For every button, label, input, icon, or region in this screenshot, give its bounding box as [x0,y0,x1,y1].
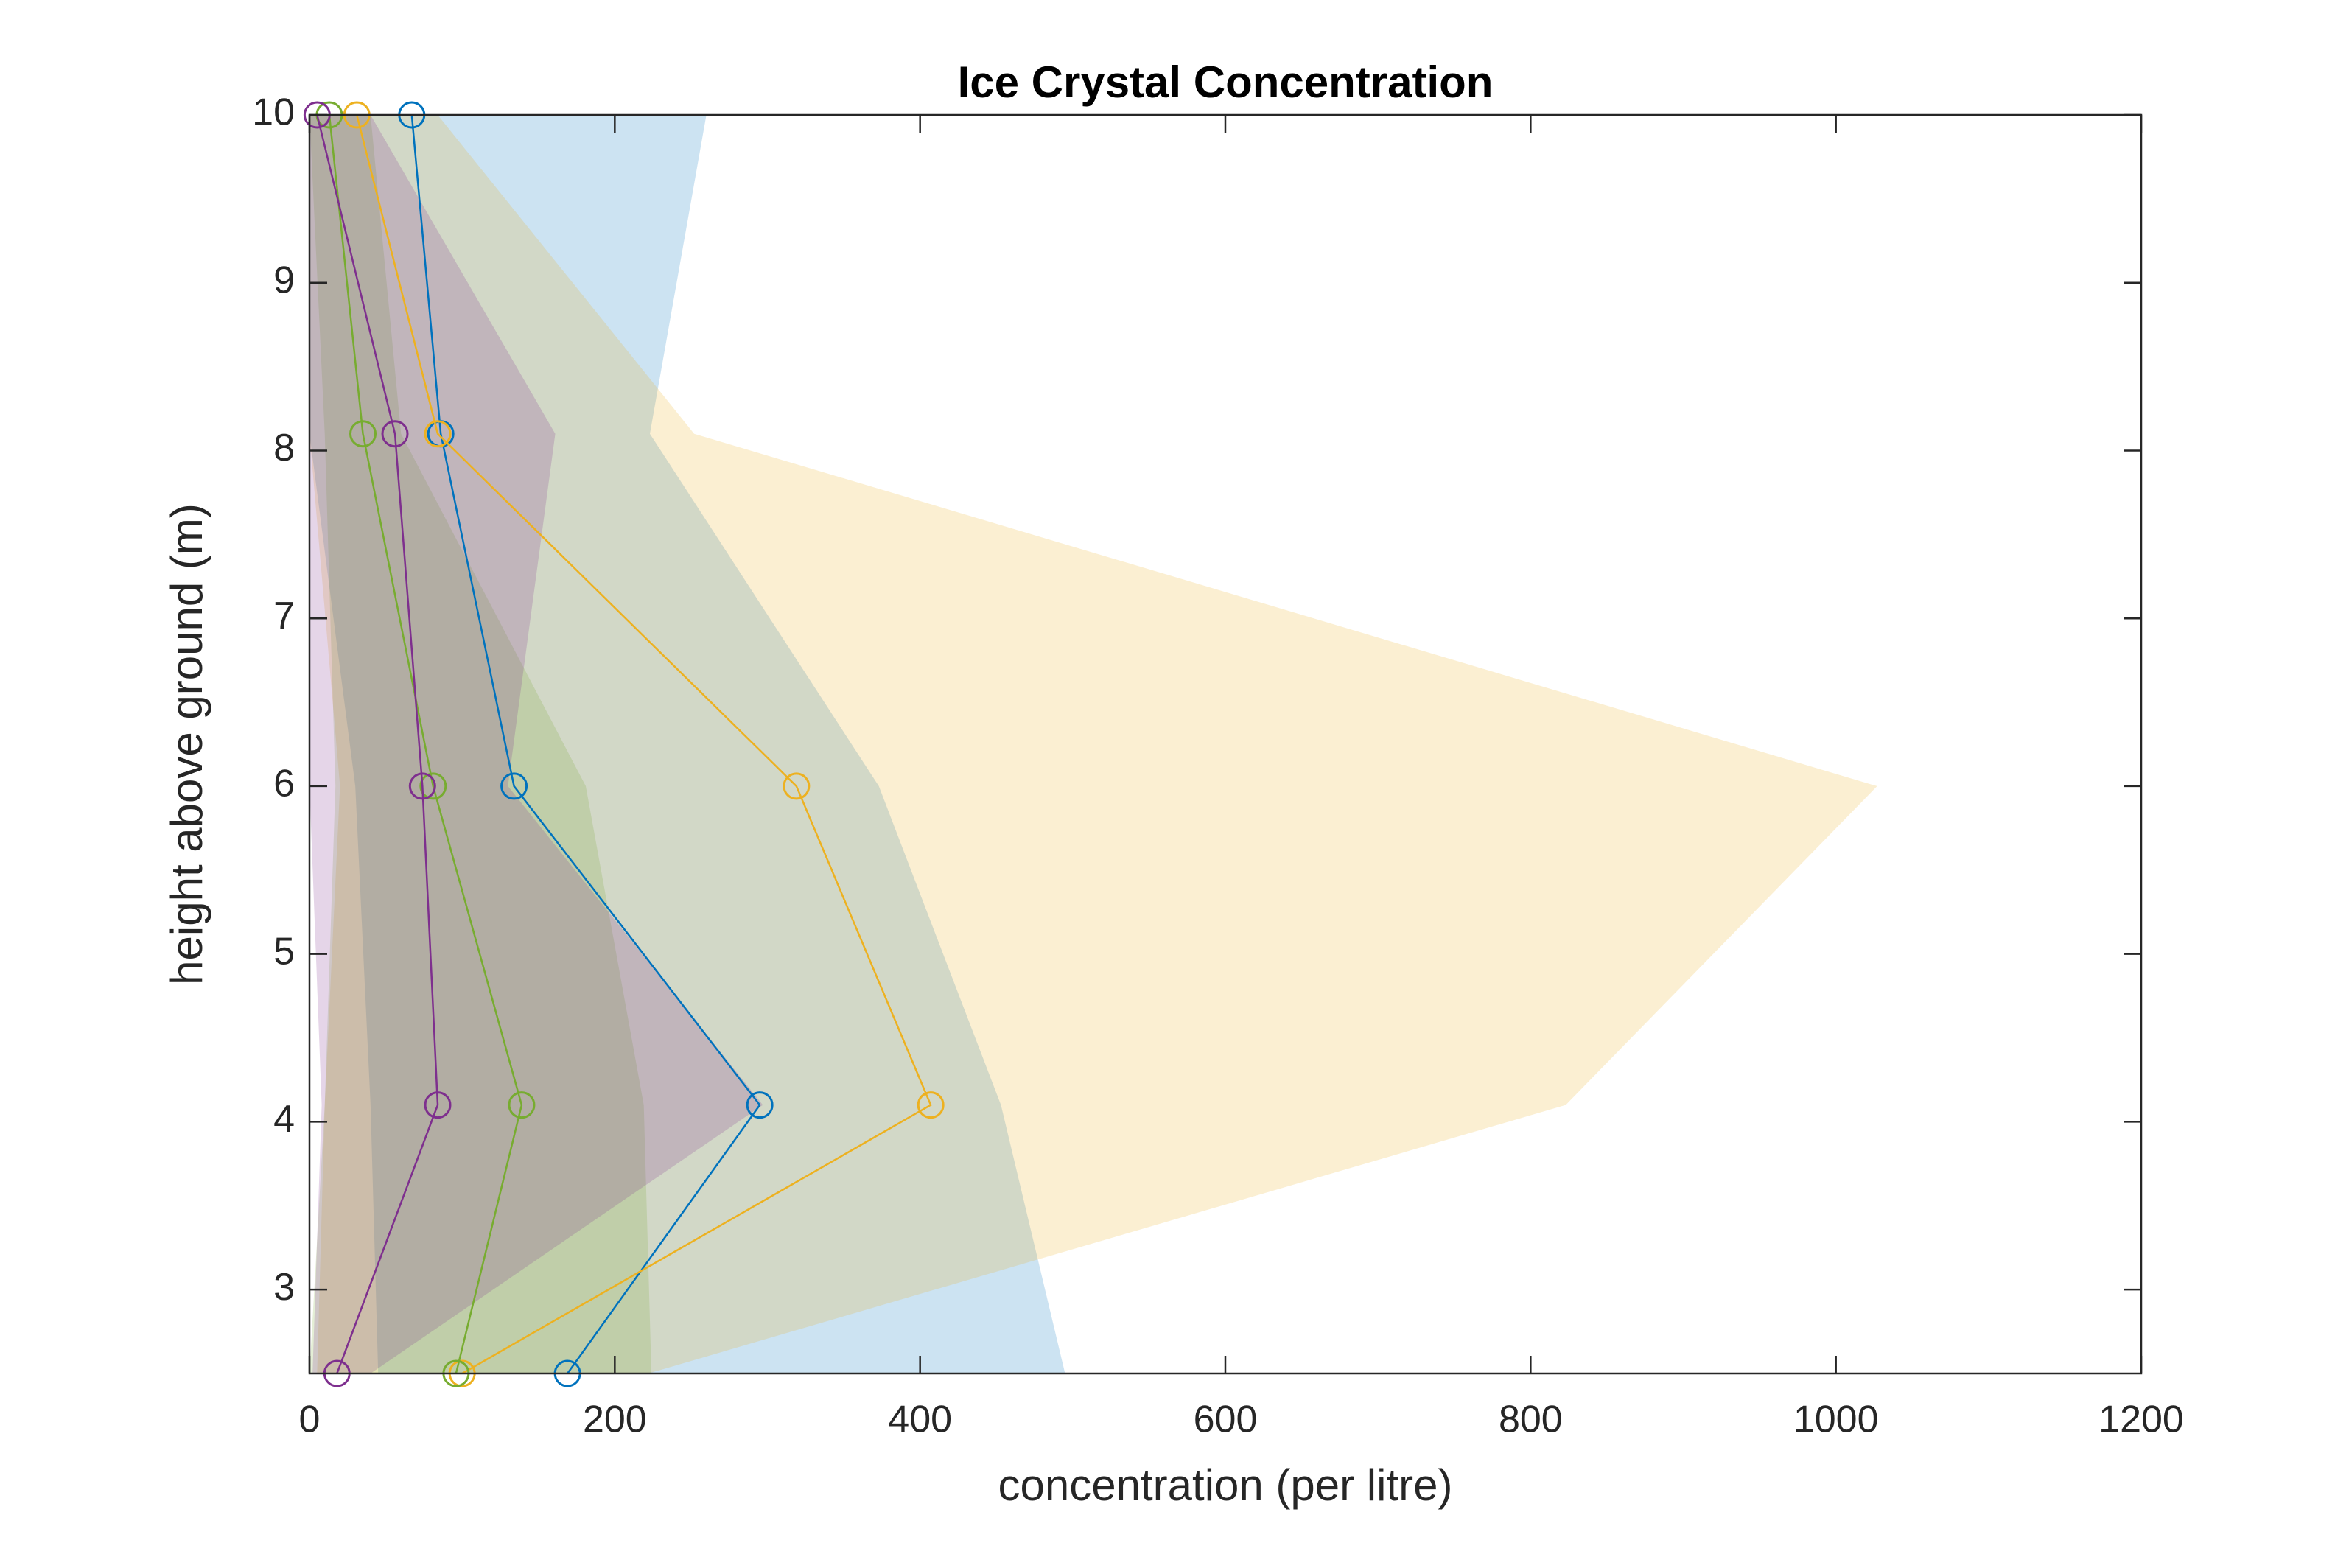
y-tick-label: 3 [273,1266,295,1309]
marker [424,420,452,448]
series-line [356,114,932,1375]
band [309,115,652,1373]
marker [408,772,436,800]
band [309,115,763,1373]
y-tick-label: 5 [273,930,295,973]
band [309,115,1877,1373]
marker [508,1091,536,1119]
marker [746,1091,774,1119]
marker [381,420,409,448]
chart-title: Ice Crystal Concentration [958,57,1494,107]
marker [500,772,528,800]
x-tick-label: 200 [583,1399,647,1441]
x-axis-label: concentration (per litre) [998,1460,1453,1510]
x-tick-label: 600 [1194,1399,1258,1441]
x-tick-label: 800 [1499,1399,1563,1441]
x-tick-label: 1200 [2098,1399,2184,1441]
x-tick-label: 0 [299,1399,321,1441]
marker [419,772,447,800]
y-tick-label: 8 [273,427,295,469]
y-tick-label: 10 [252,91,295,134]
x-tick-label: 1000 [1793,1399,1879,1441]
band [309,115,1065,1373]
marker [424,1091,452,1119]
y-tick-label: 4 [273,1098,295,1141]
y-axis-label: height above ground (m) [162,503,211,985]
x-tick-label: 400 [888,1399,952,1441]
y-tick-label: 9 [273,259,295,301]
series-line [316,114,439,1374]
marker [783,772,811,800]
marker [349,420,377,448]
series-line [328,114,523,1374]
y-tick-label: 7 [273,595,295,637]
marker [917,1091,945,1119]
series-line [410,114,761,1374]
y-tick-label: 6 [273,763,295,805]
